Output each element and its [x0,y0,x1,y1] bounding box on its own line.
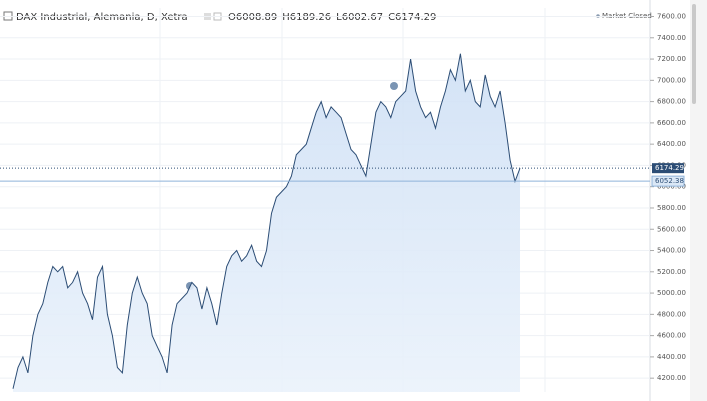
y-tick-label: 5800.00 [657,204,686,212]
ohlc-label: O [228,12,236,23]
area-fill [13,53,520,392]
price-line [12,53,521,389]
chart-title: DAX Industrial, Alemania, D, Xetra [16,12,188,23]
collapse-icon[interactable] [3,11,13,21]
last-price-box [652,163,684,174]
y-tick-label: 5200.00 [657,268,686,276]
ohlc-value: 6174.29 [395,12,436,23]
ohlc: O6008.89 H6189.26 L6002.67 C6174.29 [228,12,436,23]
y-tick-label: 4200.00 [657,374,686,382]
y-tick-label: 5000.00 [657,289,686,297]
ohlc-label: H [282,12,290,23]
status: Market Closed [602,12,652,20]
y-tick-label: 7400.00 [657,34,686,42]
ohlc-value: 6002.67 [342,12,383,23]
ohlc-value: 6189.26 [290,12,331,23]
ohlc-label: C [388,12,395,23]
y-tick-label: 4800.00 [657,310,686,318]
reference-box [651,175,685,187]
y-tick-label: 6600.00 [657,119,686,127]
y-tick-label: 4600.00 [657,332,686,340]
ohlc-value: 6008.89 [236,12,277,23]
y-tick-label: 6800.00 [657,98,686,106]
last-price-label: 6174.29 [655,164,684,172]
scrollbar-thumb[interactable] [692,4,696,104]
reference-label: 6052.38 [655,177,684,185]
y-tick-label: 4400.00 [657,353,686,361]
y-tick-label: 6400.00 [657,140,686,148]
y-tick-label: 5400.00 [657,247,686,255]
y-tick-label: 6000.00 [657,183,686,191]
ohlc-label: L [336,12,342,23]
y-tick-label: 7200.00 [657,55,686,63]
y-tick-label: 7600.00 [657,13,686,21]
status-dot [596,14,600,18]
y-tick-label: 7000.00 [657,76,686,84]
y-tick-label: 5600.00 [657,225,686,233]
